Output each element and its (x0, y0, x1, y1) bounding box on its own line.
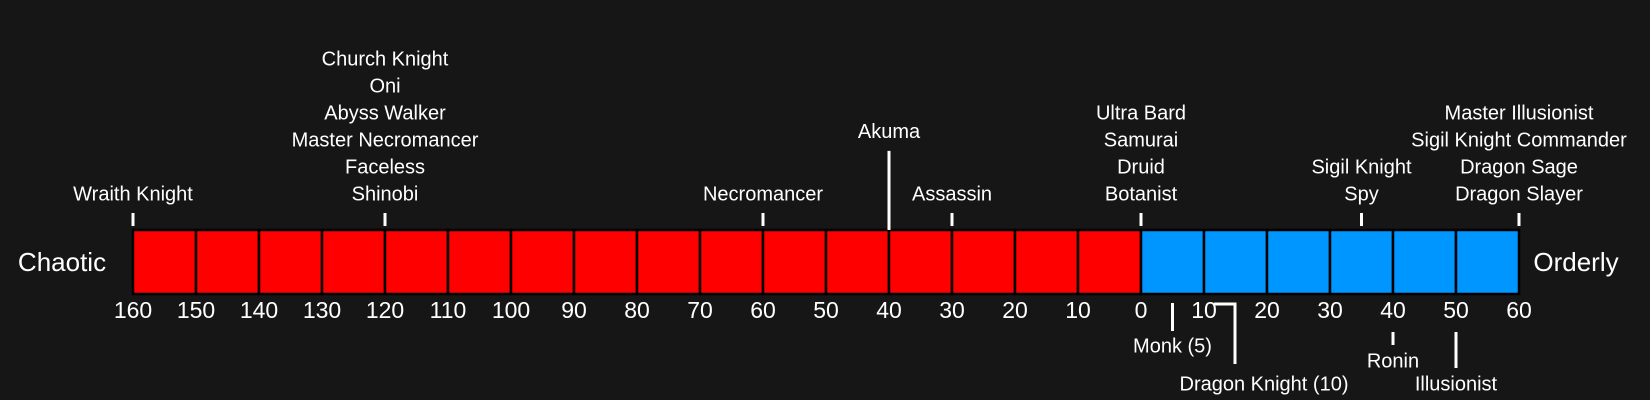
scale-cell (1454, 228, 1521, 296)
class-label: Ronin (1367, 350, 1419, 372)
x-tick-label: 60 (750, 297, 776, 323)
x-tick-label: 30 (1317, 297, 1343, 323)
scale-cell (635, 228, 702, 296)
left-label: Chaotic (18, 247, 106, 277)
class-label: Dragon Sage (1460, 156, 1578, 178)
class-label: Akuma (858, 121, 921, 143)
x-tick-label: 140 (240, 297, 278, 323)
scale-cell (1202, 228, 1269, 296)
class-label: Oni (369, 75, 400, 97)
x-tick-label: 50 (813, 297, 839, 323)
x-tick-label: 10 (1065, 297, 1091, 323)
class-label: Dragon Slayer (1455, 183, 1583, 205)
x-tick-label: 20 (1002, 297, 1028, 323)
class-label: Abyss Walker (324, 102, 446, 124)
scale-cell (761, 228, 828, 296)
x-tick-label: 40 (1380, 297, 1406, 323)
class-label: Sigil Knight (1311, 156, 1412, 178)
class-label: Church Knight (322, 48, 449, 70)
scale-cell (950, 228, 1017, 296)
scale-cell (509, 228, 576, 296)
scale-cell (320, 228, 387, 296)
x-tick-label: 10 (1191, 297, 1217, 323)
x-tick-label: 130 (303, 297, 341, 323)
scale-cell (887, 228, 954, 296)
scale-cell (131, 228, 198, 296)
class-label: Faceless (345, 156, 425, 178)
x-tick-label: 50 (1443, 297, 1469, 323)
class-label: Necromancer (703, 183, 823, 205)
class-label: Dragon Knight (10) (1180, 373, 1349, 395)
class-label: Master Necromancer (292, 129, 479, 151)
x-tick-label: 70 (687, 297, 713, 323)
scale-cell (698, 228, 765, 296)
class-label: Spy (1344, 183, 1378, 205)
scale-cell (194, 228, 261, 296)
class-label: Wraith Knight (73, 183, 193, 205)
x-tick-label: 60 (1506, 297, 1532, 323)
class-label: Sigil Knight Commander (1411, 129, 1627, 151)
scale-cell (824, 228, 891, 296)
x-tick-label: 120 (366, 297, 404, 323)
x-tick-label: 30 (939, 297, 965, 323)
class-label: Assassin (912, 183, 992, 205)
class-label: Monk (5) (1133, 335, 1212, 357)
x-tick-label: 0 (1135, 297, 1148, 323)
scale-cell (1391, 228, 1458, 296)
scale-cell (1328, 228, 1395, 296)
x-tick-label: 40 (876, 297, 902, 323)
class-label: Master Illusionist (1445, 102, 1594, 124)
scale-cell (572, 228, 639, 296)
x-tick-label: 110 (430, 297, 467, 323)
class-marker (1214, 302, 1237, 364)
x-tick-label: 80 (624, 297, 650, 323)
right-label: Orderly (1533, 247, 1618, 277)
class-label: Ultra Bard (1096, 102, 1186, 124)
scale-cell (257, 228, 324, 296)
x-tick-label: 160 (114, 297, 152, 323)
class-label: Shinobi (352, 183, 419, 205)
class-label: Illusionist (1415, 373, 1498, 395)
scale-cell (1139, 228, 1206, 296)
scale-cell (1013, 228, 1080, 296)
scale-cell (383, 228, 450, 296)
scale-cell (1076, 228, 1143, 296)
x-tick-label: 150 (177, 297, 215, 323)
class-label: Druid (1117, 156, 1165, 178)
class-label: Botanist (1105, 183, 1178, 205)
x-tick-label: 90 (561, 297, 587, 323)
x-tick-label: 100 (492, 297, 530, 323)
scale-cell (1265, 228, 1332, 296)
class-label: Samurai (1104, 129, 1178, 151)
x-tick-label: 20 (1254, 297, 1280, 323)
scale-cell (446, 228, 513, 296)
